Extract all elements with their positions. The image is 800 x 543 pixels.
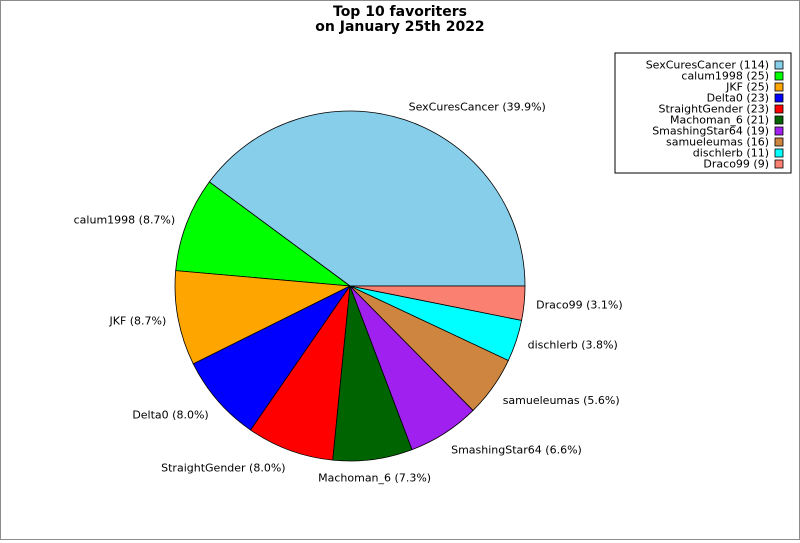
slice-label-sexcurescancer: SexCuresCancer (39.9%): [409, 100, 546, 113]
legend-box: [614, 52, 792, 174]
legend-label-samueleumas: samueleumas (16): [666, 136, 769, 149]
legend-label-draco99: Draco99 (9): [703, 158, 769, 171]
slice-label-dischlerb: dischlerb (3.8%): [528, 339, 618, 352]
slice-label-draco99: Draco99 (3.1%): [536, 299, 623, 312]
legend-label-calum1998: calum1998 (25): [681, 70, 769, 83]
slice-labels: SexCuresCancer (39.9%) calum1998 (8.7%) JK…: [74, 100, 623, 484]
slice-label-smashingstar64: SmashingStar64 (6.6%): [451, 443, 582, 456]
legend-swatch-calum1998: [774, 71, 784, 81]
legend-label-dischlerb: dischlerb (11): [693, 147, 769, 160]
legend: SexCuresCancer (114)calum1998 (25)JKF (2…: [614, 52, 792, 174]
legend-swatch-draco99: [774, 159, 784, 169]
pie-slice-jkf: [174, 270, 352, 365]
legend-swatch-sexcurescancer: [774, 60, 784, 70]
slice-label-jkf: JKF (8.7%): [108, 315, 166, 328]
legend-label-jkf: JKF (25): [725, 81, 769, 94]
legend-label-straightgender: StraightGender (23): [659, 103, 770, 116]
pie-slice-straightgender: [250, 285, 351, 461]
slice-label-samueleumas: samueleumas (5.6%): [503, 394, 620, 407]
pie-slice-sexcurescancer: [208, 110, 526, 287]
slice-label-calum1998: calum1998 (8.7%): [74, 214, 176, 227]
pie-slice-calum1998: [175, 181, 352, 287]
pie-slices: [174, 110, 526, 462]
slice-label-machoman-6: Machoman_6 (7.3%): [318, 471, 431, 484]
legend-swatch-delta0: [774, 93, 784, 103]
legend-label-delta0: Delta0 (23): [707, 92, 769, 105]
chart-title-line: Top 10 favoriters: [333, 4, 467, 20]
chart-title-line: on January 25th 2022: [315, 19, 484, 35]
legend-swatch-dischlerb: [774, 148, 784, 158]
legend-swatch-smashingstar64: [774, 126, 784, 136]
legend-swatch-samueleumas: [774, 137, 784, 147]
slice-label-delta0: Delta0 (8.0%): [132, 409, 208, 422]
legend-label-machoman-6: Machoman_6 (21): [670, 114, 769, 127]
legend-swatch-jkf: [774, 82, 784, 92]
legend-swatch-machoman-6: [774, 115, 784, 125]
slice-label-straightgender: StraightGender (8.0%): [161, 462, 285, 475]
legend-swatch-straightgender: [774, 104, 784, 114]
legend-label-smashingstar64: SmashingStar64 (19): [652, 125, 769, 138]
pie-slice-draco99: [349, 285, 526, 321]
pie-slice-delta0: [192, 285, 351, 431]
legend-label-sexcurescancer: SexCuresCancer (114): [646, 59, 769, 72]
